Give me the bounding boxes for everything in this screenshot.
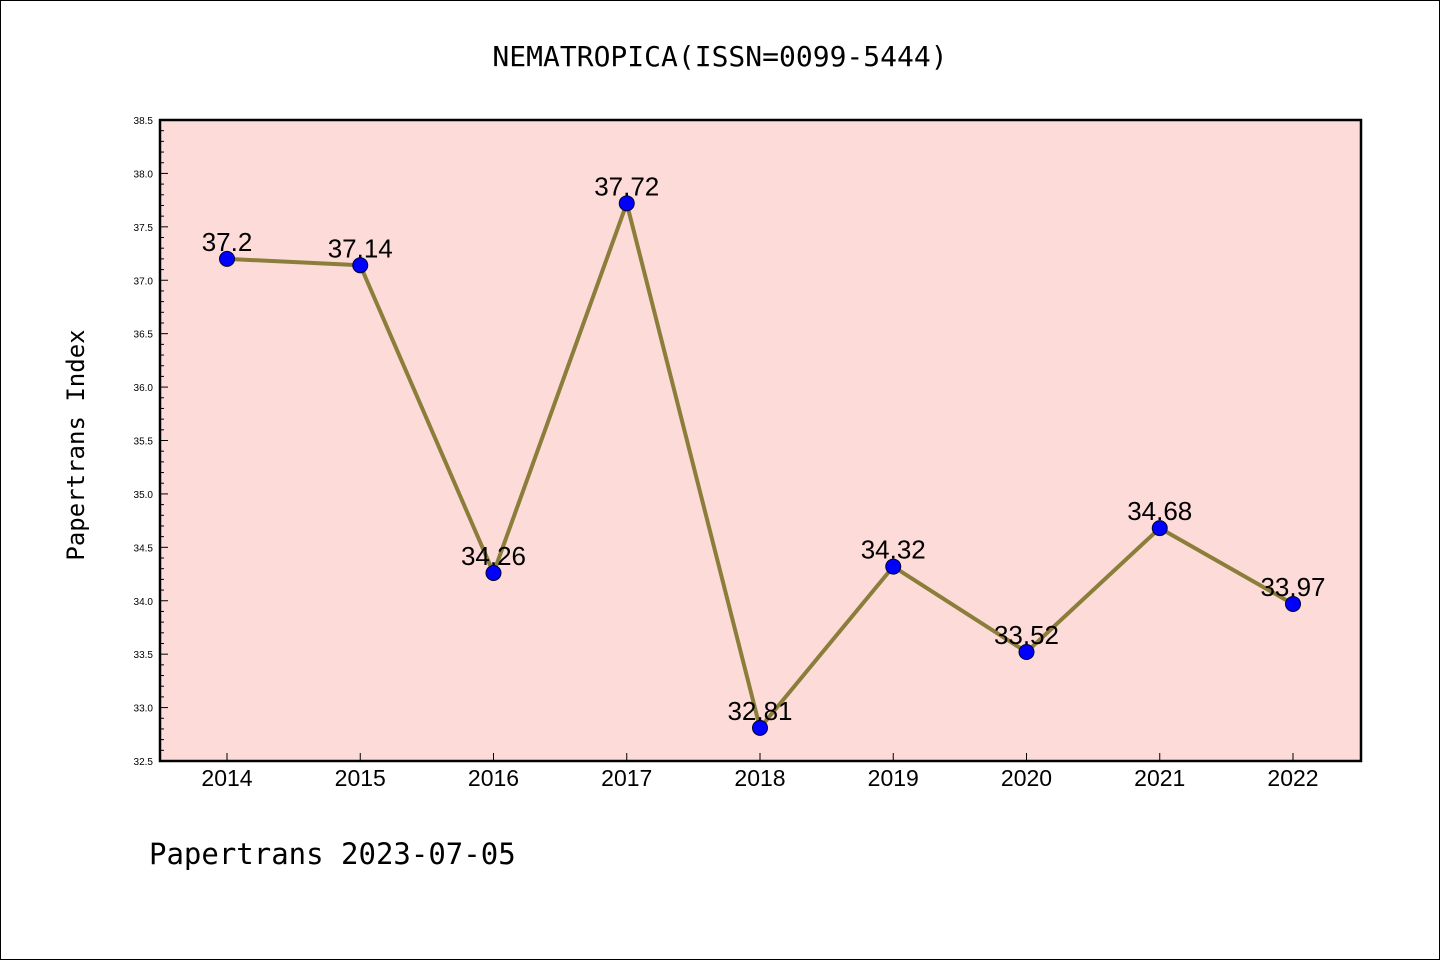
y-axis-label: Papertrans Index <box>62 329 90 560</box>
data-point <box>885 558 902 575</box>
data-label: 34.68 <box>1127 496 1192 526</box>
y-tick-label: 38.0 <box>134 169 154 180</box>
chart-title: NEMATROPICA(ISSN=0099-5444) <box>492 40 947 73</box>
y-axis: 32.5 33.0 33.5 34.0 34.5 35.0 35.5 36.0 36.5 37.0… <box>134 116 168 768</box>
x-tick-label: 2021 <box>1134 765 1185 791</box>
y-tick-label: 38.5 <box>134 116 154 127</box>
data-point <box>219 250 235 267</box>
x-tick-label: 2016 <box>468 765 519 791</box>
data-point <box>1285 595 1301 612</box>
y-tick-label: 33.0 <box>134 704 154 715</box>
data-point <box>485 564 502 581</box>
x-tick-label: 2018 <box>734 765 785 791</box>
footer-text: Papertrans 2023-07-05 <box>149 837 516 871</box>
x-tick-label: 2014 <box>201 765 252 791</box>
data-label: 34.26 <box>461 541 526 571</box>
y-tick-label: 35.5 <box>134 437 154 448</box>
y-tick-label: 36.5 <box>134 330 154 341</box>
x-tick-label: 2015 <box>335 765 386 791</box>
y-tick-label: 37.0 <box>134 276 154 287</box>
x-tick-label: 2020 <box>1001 765 1052 791</box>
y-tick-label: 34.0 <box>134 597 154 608</box>
x-tick-label: 2022 <box>1267 765 1318 791</box>
data-label: 37.2 <box>202 227 253 257</box>
data-label: 33.52 <box>994 620 1059 650</box>
data-point <box>752 719 768 736</box>
data-point <box>618 195 635 212</box>
x-tick-label: 2017 <box>601 765 652 791</box>
x-axis: 2014 2015 2016 2017 2018 2019 2020 2021 2022 <box>201 753 1319 791</box>
y-tick-label: 37.5 <box>134 223 154 234</box>
data-label: 32.81 <box>727 696 792 726</box>
y-tick-label: 36.0 <box>134 383 154 394</box>
y-tick-label: 32.5 <box>134 757 154 768</box>
y-tick-label: 34.5 <box>134 543 154 554</box>
x-tick-label: 2019 <box>868 765 919 791</box>
data-label: 33.97 <box>1260 572 1325 602</box>
data-point <box>1018 644 1035 661</box>
data-label: 34.32 <box>861 535 926 565</box>
plot-area <box>158 118 1363 763</box>
data-point <box>352 257 369 274</box>
data-label: 37.72 <box>594 171 659 201</box>
y-tick-label: 35.0 <box>134 490 154 501</box>
data-label: 37.14 <box>328 233 393 263</box>
series-group: 37.2 37.14 34.26 37.72 32.81 34.32 33.52 34.68 3… <box>202 171 1326 736</box>
y-tick-label: 33.5 <box>134 650 154 661</box>
data-point <box>1151 520 1168 537</box>
